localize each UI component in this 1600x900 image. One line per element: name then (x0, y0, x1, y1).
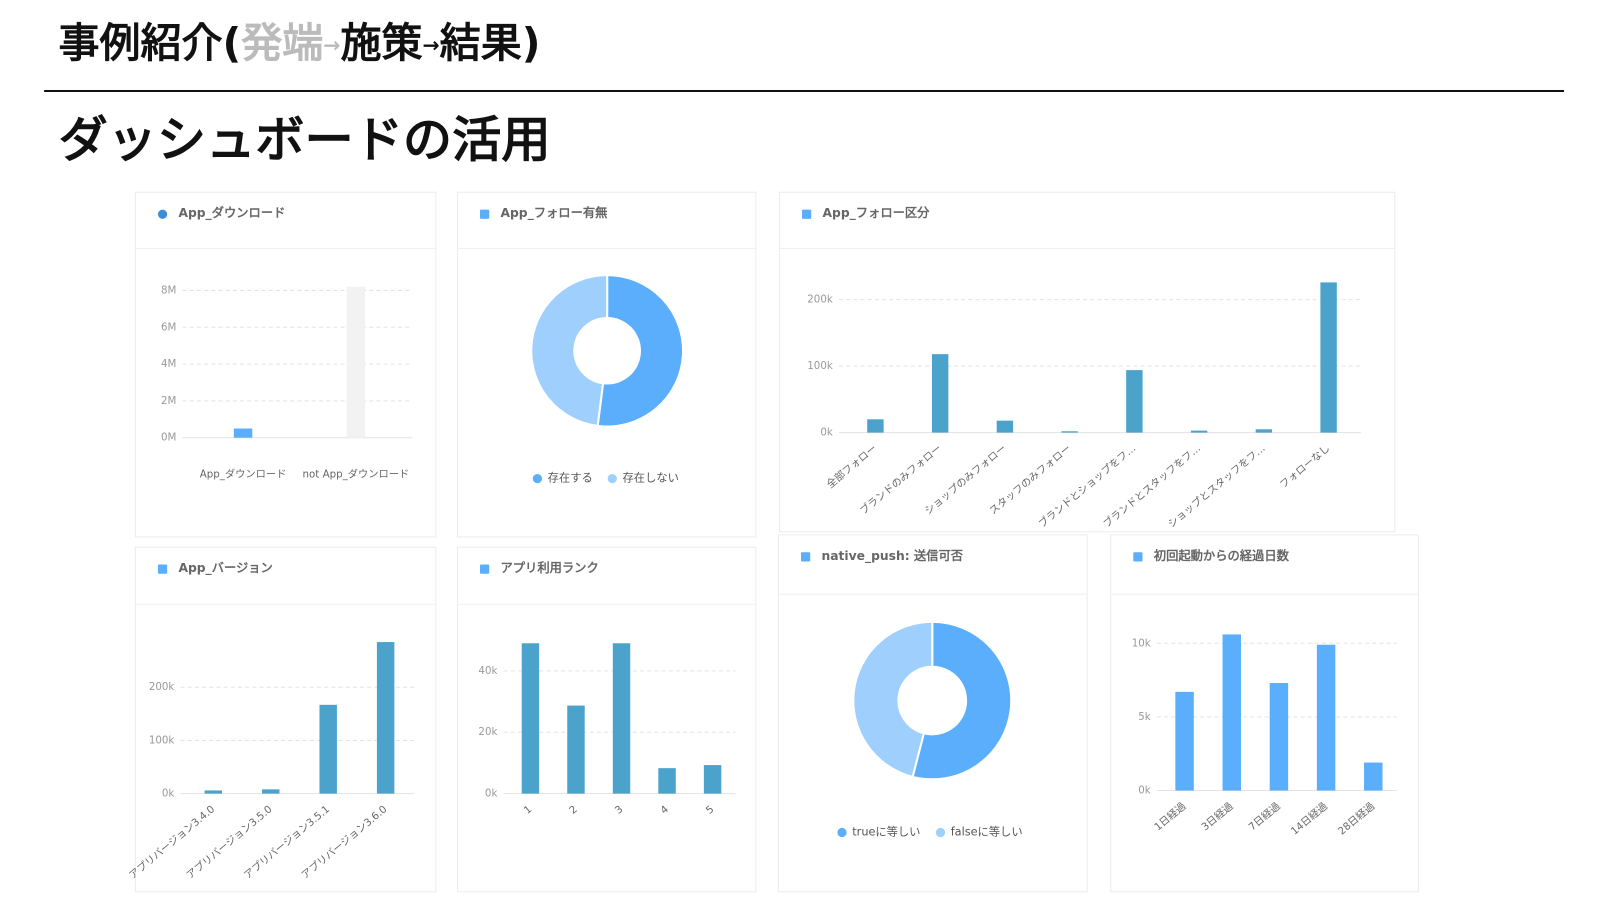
bar (867, 419, 884, 433)
y-tick-label: 10k (1132, 637, 1151, 649)
panel (1110, 534, 1419, 893)
legend-swatch (837, 827, 847, 838)
x-tick-label: App_ダウンロード (200, 468, 287, 481)
y-tick-label: 0M (161, 432, 176, 444)
legend-swatch (935, 827, 946, 838)
y-tick-label: 100k (149, 734, 175, 746)
slide-content: 事例紹介(発端→施策→結果) ダッシュボードの活用 App_ダウンロード0M2M… (44, 19, 1565, 893)
title-part: 結果) (440, 19, 541, 67)
y-tick-label: 200k (807, 294, 833, 306)
bar (1190, 430, 1208, 433)
panel-icon (157, 209, 168, 219)
y-tick-label: 2M (161, 395, 176, 407)
bar (1364, 762, 1383, 791)
panel-title: 初回起動からの経過日数 (1153, 548, 1290, 563)
y-tick-label: 6M (161, 321, 176, 333)
legend-swatch (607, 474, 617, 484)
y-tick-label: 20k (478, 726, 497, 738)
title-part: 施策 (340, 19, 422, 67)
bar (1269, 683, 1289, 791)
panel-icon (157, 564, 168, 574)
panel-title: App_フォロー区分 (823, 205, 931, 221)
y-tick-label: 40k (478, 665, 497, 677)
y-tick-label: 5k (1138, 711, 1151, 723)
y-tick-label: 0k (485, 788, 498, 800)
panel (456, 191, 757, 538)
y-tick-label: 100k (807, 360, 833, 372)
legend-label: falseに等しい (951, 824, 1023, 838)
bar (233, 428, 253, 438)
slide-subtitle: ダッシュボードの活用 (58, 111, 550, 169)
y-tick-label: 4M (161, 358, 176, 370)
pie-slice (852, 620, 934, 779)
title-part: 事例紹介( (58, 19, 241, 67)
bar (1222, 634, 1241, 791)
bar (376, 642, 395, 794)
bar (1126, 370, 1143, 433)
bar (612, 643, 631, 794)
bar (703, 765, 722, 794)
legend-swatch (532, 474, 543, 484)
y-tick-label: 0k (820, 427, 833, 439)
panel-title: アプリ利用ランク (500, 560, 598, 575)
panel (777, 534, 1088, 893)
panel (456, 546, 757, 893)
bar (1320, 282, 1337, 433)
panel-icon (479, 564, 490, 574)
bar (521, 643, 540, 794)
bar (1316, 644, 1336, 791)
bar (319, 704, 337, 794)
y-tick-label: 200k (149, 681, 175, 693)
panel-icon (479, 209, 490, 219)
y-tick-label: 0k (162, 788, 175, 800)
pie-slice (596, 274, 685, 428)
slide-title: 事例紹介(発端→施策→結果) (58, 19, 540, 67)
panel-title: App_ダウンロード (178, 205, 285, 221)
pie-slice (911, 620, 1013, 781)
panel-title: native_push: 送信可否 (822, 548, 964, 564)
bar (204, 790, 223, 794)
y-tick-label: 8M (161, 284, 176, 296)
legend-label: trueに等しい (852, 824, 920, 838)
bar (262, 789, 280, 794)
bar (1175, 691, 1194, 791)
x-tick-label: not App_ダウンロード (303, 468, 410, 481)
legend-label: 存在しない (623, 471, 679, 485)
panel-title: App_フォロー有無 (500, 205, 608, 221)
bar (1255, 429, 1273, 433)
bar (346, 286, 366, 438)
bar (1061, 431, 1078, 433)
panel-title: App_バージョン (178, 561, 272, 576)
bar (931, 354, 949, 433)
bar (567, 705, 585, 794)
title-part: → (323, 33, 340, 57)
bar (996, 420, 1014, 433)
legend-label: 存在する (548, 471, 593, 485)
bar (658, 768, 676, 794)
y-tick-label: 0k (1138, 785, 1151, 797)
title-part: 発端 (241, 19, 323, 67)
pie-slice (530, 274, 609, 428)
panel-icon (800, 552, 811, 562)
panel-icon (802, 209, 812, 219)
title-part: → (423, 33, 440, 57)
panel-icon (1133, 552, 1143, 562)
